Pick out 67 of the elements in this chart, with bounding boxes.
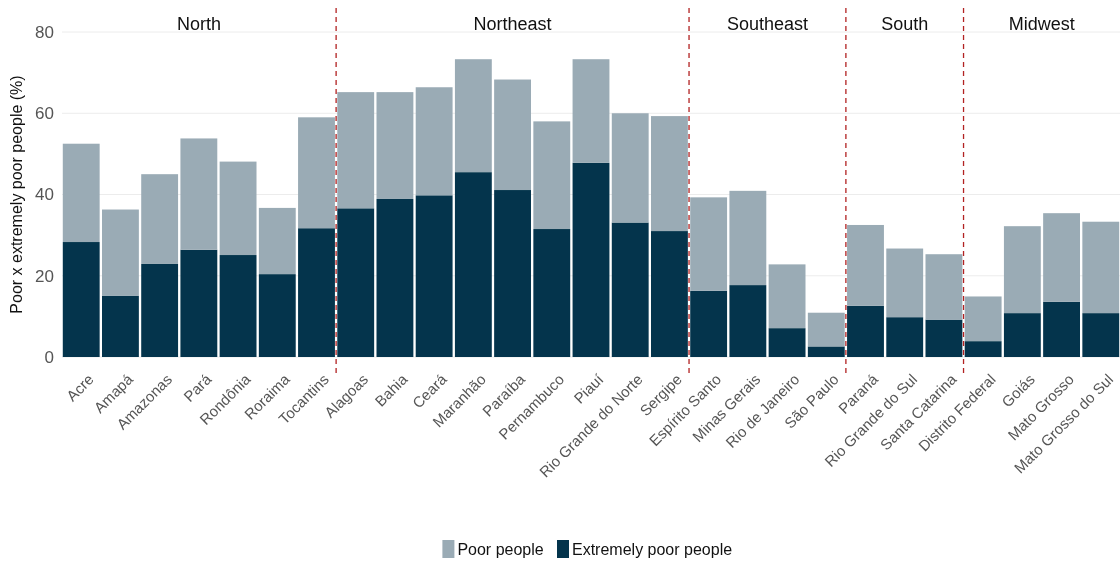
- y-tick-label: 60: [35, 104, 54, 124]
- y-tick-label: 40: [35, 185, 54, 205]
- legend-label: Extremely poor people: [572, 540, 733, 558]
- bar: [768, 328, 806, 357]
- bar: [415, 195, 453, 357]
- bar: [611, 113, 649, 223]
- y-tick-label: 0: [44, 347, 54, 367]
- annotation: South: [881, 14, 929, 34]
- bar: [533, 229, 571, 357]
- bar: [454, 59, 492, 173]
- bar: [102, 209, 139, 296]
- bar: [533, 121, 571, 230]
- bar: [964, 341, 1002, 357]
- bar: [1043, 301, 1080, 357]
- bar: [729, 285, 767, 357]
- annotation: Southeast: [726, 14, 808, 34]
- y-tick-label: 80: [35, 22, 54, 42]
- bar: [651, 231, 688, 357]
- bar: [494, 190, 531, 357]
- bar: [1003, 226, 1041, 314]
- annotation: Midwest: [1008, 14, 1075, 34]
- bar: [337, 208, 375, 357]
- bar: [964, 296, 1002, 342]
- bar: [62, 143, 100, 243]
- bar: [376, 92, 414, 199]
- bar: [1043, 213, 1080, 302]
- bar: [690, 197, 728, 291]
- bar: [102, 295, 139, 357]
- bar: [925, 254, 963, 320]
- bar: [180, 249, 218, 357]
- bar: [1082, 313, 1120, 357]
- bar: [141, 174, 179, 264]
- bar: [651, 116, 688, 232]
- bar: [690, 290, 728, 357]
- annotation: Northeast: [473, 14, 552, 34]
- bar: [1003, 313, 1041, 357]
- bar: [258, 207, 296, 275]
- bar: [886, 317, 924, 357]
- legend-label: Poor people: [457, 540, 544, 558]
- bar: [847, 305, 884, 357]
- bar: [847, 224, 884, 306]
- bar: [1082, 221, 1120, 314]
- annotation: North: [177, 14, 222, 34]
- bar: [180, 138, 218, 250]
- bar: [925, 319, 963, 357]
- bar: [768, 264, 806, 329]
- bar: [219, 255, 257, 357]
- bar: [729, 190, 767, 286]
- bar: [611, 222, 649, 357]
- bar: [298, 117, 335, 229]
- bar: [376, 198, 414, 357]
- bar: [807, 312, 845, 347]
- bar: [258, 274, 296, 357]
- bar: [337, 92, 375, 209]
- bar: [572, 59, 610, 163]
- bar: [572, 162, 610, 357]
- y-tick-label: 20: [35, 266, 54, 286]
- bar: [807, 346, 845, 357]
- bar: [454, 172, 492, 357]
- y-axis-title: Poor x extremely poor people (%): [8, 75, 25, 314]
- bar: [141, 263, 179, 357]
- bar: [415, 87, 453, 196]
- bar: [62, 242, 100, 357]
- bar: [886, 248, 924, 318]
- bar: [298, 228, 335, 357]
- bar: [494, 79, 531, 191]
- bar: [219, 161, 257, 256]
